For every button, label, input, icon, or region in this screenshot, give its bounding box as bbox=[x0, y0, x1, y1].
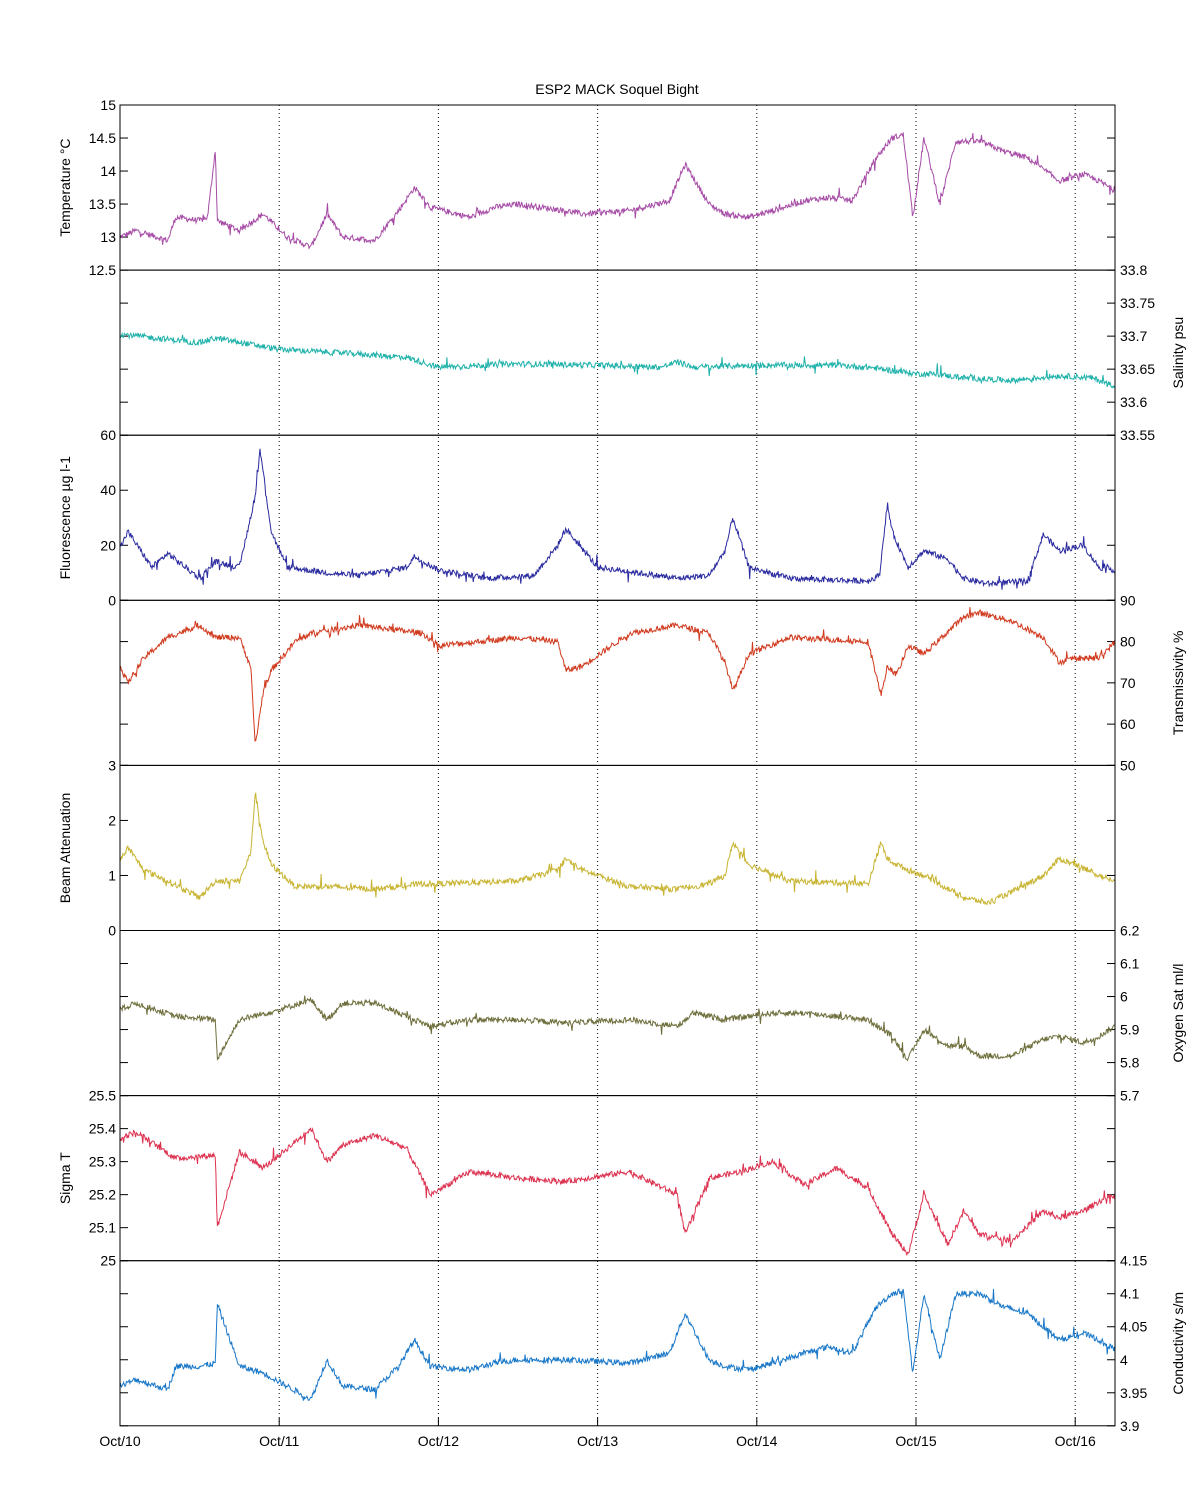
sigma_t-ytick-label: 25.2 bbox=[89, 1187, 116, 1203]
transmissivity-series-line bbox=[119, 607, 1116, 742]
transmissivity-ytick-label: 90 bbox=[1120, 592, 1136, 608]
sigma_t-panel-frame bbox=[119, 1095, 1116, 1262]
sigma_t-ytick-label: 25.5 bbox=[89, 1088, 116, 1104]
sigma_t-axis-title: Sigma T bbox=[57, 1152, 73, 1204]
salinity-ytick-label: 33.7 bbox=[1120, 328, 1147, 344]
temperature-panel-frame bbox=[119, 104, 1116, 271]
salinity-series-line bbox=[119, 331, 1116, 389]
temperature-ytick-label: 14 bbox=[100, 163, 116, 179]
salinity-ytick-label: 33.8 bbox=[1120, 262, 1147, 278]
sigma_t-ytick-label: 25.3 bbox=[89, 1154, 116, 1170]
conductivity-panel-frame bbox=[119, 1260, 1116, 1427]
temperature-series-line bbox=[119, 132, 1116, 250]
fluorescence-ytick-label: 20 bbox=[100, 537, 116, 553]
oxygen-ytick-label: 5.7 bbox=[1120, 1088, 1140, 1104]
transmissivity-ytick-label: 80 bbox=[1120, 634, 1136, 650]
sigma_t-series-line bbox=[119, 1127, 1116, 1256]
sigma_t-ytick-label: 25.1 bbox=[89, 1220, 116, 1236]
sigma_t-ytick-label: 25 bbox=[100, 1253, 116, 1269]
beam_attenuation-ytick-label: 1 bbox=[108, 867, 116, 883]
x-tick-label: Oct/11 bbox=[259, 1433, 299, 1449]
conductivity-ytick-label: 4.1 bbox=[1120, 1286, 1140, 1302]
beam_attenuation-ytick-label: 2 bbox=[108, 812, 116, 828]
salinity-axis-title: Salinity psu bbox=[1170, 317, 1186, 389]
temperature-ytick-label: 13 bbox=[100, 229, 116, 245]
temperature-axis-title: Temperature °C bbox=[57, 138, 73, 236]
oxygen-ytick-label: 6.2 bbox=[1120, 923, 1140, 939]
conductivity-ytick-label: 4.05 bbox=[1120, 1319, 1147, 1335]
oxygen-ytick-label: 6.1 bbox=[1120, 956, 1140, 972]
fluorescence-ytick-label: 40 bbox=[100, 482, 116, 498]
salinity-panel-frame bbox=[119, 269, 1116, 436]
oxygen-ytick-label: 5.8 bbox=[1120, 1055, 1140, 1071]
fluorescence-ytick-label: 60 bbox=[100, 427, 116, 443]
beam_attenuation-ytick-label: 0 bbox=[108, 923, 116, 939]
temperature-ytick-label: 13.5 bbox=[89, 196, 116, 212]
conductivity-ytick-label: 4 bbox=[1120, 1352, 1128, 1368]
x-tick-label: Oct/12 bbox=[418, 1433, 459, 1449]
oxygen-axis-title: Oxygen Sat ml/l bbox=[1170, 964, 1186, 1063]
fluorescence-series-line bbox=[119, 448, 1116, 590]
salinity-ytick-label: 33.6 bbox=[1120, 394, 1147, 410]
x-tick-label: Oct/15 bbox=[895, 1433, 936, 1449]
x-tick-label: Oct/10 bbox=[99, 1433, 140, 1449]
salinity-ytick-label: 33.75 bbox=[1120, 295, 1155, 311]
conductivity-axis-title: Conductivity s/m bbox=[1170, 1292, 1186, 1395]
oxygen-series-line bbox=[119, 995, 1115, 1062]
conductivity-series-line bbox=[119, 1288, 1116, 1401]
temperature-ytick-label: 14.5 bbox=[89, 130, 116, 146]
beam_attenuation-ytick-label: 3 bbox=[108, 757, 116, 773]
oxygen-ytick-label: 5.9 bbox=[1120, 1022, 1140, 1038]
beam_attenuation-series-line bbox=[119, 792, 1116, 906]
temperature-ytick-label: 15 bbox=[100, 97, 116, 113]
sigma_t-ytick-label: 25.4 bbox=[89, 1121, 116, 1137]
beam_attenuation-panel-frame bbox=[119, 764, 1116, 932]
oxygen-ytick-label: 6 bbox=[1120, 989, 1128, 1005]
chart-title: ESP2 MACK Soquel Bight bbox=[535, 81, 699, 97]
transmissivity-ytick-label: 60 bbox=[1120, 716, 1136, 732]
salinity-ytick-label: 33.65 bbox=[1120, 361, 1155, 377]
x-tick-label: Oct/14 bbox=[736, 1433, 777, 1449]
transmissivity-panel-frame bbox=[119, 599, 1116, 766]
x-tick-label: Oct/16 bbox=[1055, 1433, 1096, 1449]
salinity-ytick-label: 33.55 bbox=[1120, 427, 1155, 443]
fluorescence-axis-title: Fluorescence µg l-1 bbox=[57, 456, 73, 579]
transmissivity-ytick-label: 70 bbox=[1120, 675, 1136, 691]
x-tick-label: Oct/13 bbox=[577, 1433, 618, 1449]
conductivity-ytick-label: 3.9 bbox=[1120, 1418, 1140, 1434]
conductivity-ytick-label: 3.95 bbox=[1120, 1385, 1147, 1401]
fluorescence-ytick-label: 0 bbox=[108, 592, 116, 608]
conductivity-ytick-label: 4.15 bbox=[1120, 1253, 1147, 1269]
beam_attenuation-axis-title: Beam Attenuation bbox=[57, 793, 73, 904]
transmissivity-axis-title: Transmissivity % bbox=[1170, 631, 1186, 736]
temperature-ytick-label: 12.5 bbox=[89, 262, 116, 278]
transmissivity-ytick-label: 50 bbox=[1120, 757, 1136, 773]
